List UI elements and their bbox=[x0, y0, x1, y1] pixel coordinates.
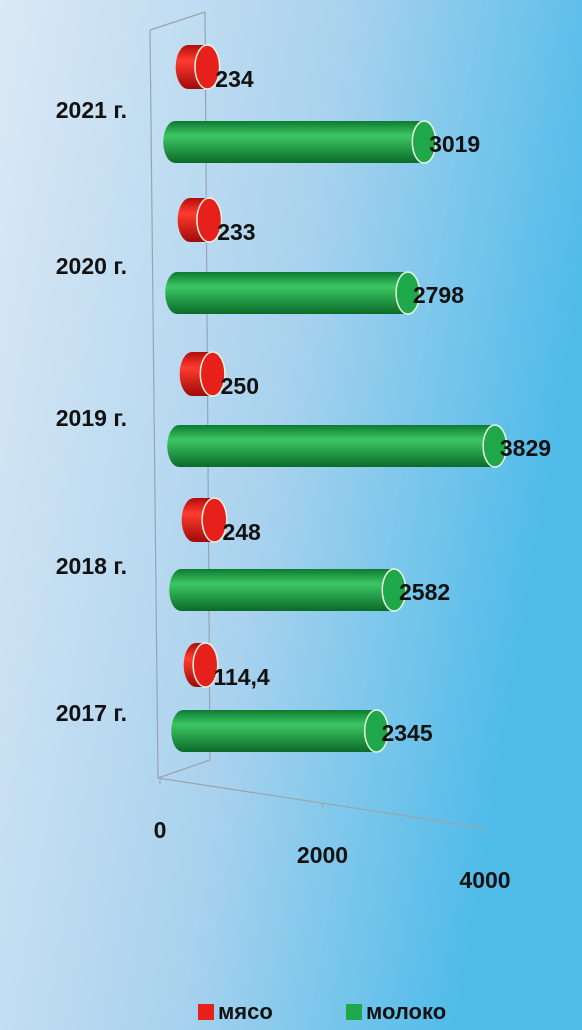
bar-cap bbox=[411, 120, 437, 164]
bar bbox=[167, 424, 508, 468]
bar-start bbox=[179, 352, 205, 396]
legend-swatch bbox=[346, 1004, 362, 1020]
bar bbox=[169, 568, 407, 612]
bar bbox=[163, 120, 437, 164]
category-label: 2019 г. bbox=[56, 405, 127, 431]
x-tick-label: 0 bbox=[154, 817, 167, 843]
category-label: 2021 г. bbox=[56, 97, 127, 123]
legend-label: молоко bbox=[366, 999, 446, 1024]
bar bbox=[171, 709, 389, 753]
value-label: 2582 bbox=[399, 579, 450, 605]
bar bbox=[177, 197, 223, 243]
value-label: 2798 bbox=[413, 282, 464, 308]
bar-cap bbox=[381, 568, 407, 612]
value-label: 3829 bbox=[500, 435, 551, 461]
bar-body bbox=[181, 569, 395, 611]
value-label: 248 bbox=[222, 519, 261, 545]
bar-cap bbox=[194, 44, 221, 90]
value-label: 2345 bbox=[381, 720, 432, 746]
x-tick-label: 4000 bbox=[459, 867, 510, 893]
bar-start bbox=[171, 710, 195, 752]
bar-start bbox=[175, 45, 201, 89]
value-label: 233 bbox=[217, 219, 255, 245]
bar-body bbox=[183, 710, 377, 752]
bar-body bbox=[177, 272, 408, 314]
bar-start bbox=[167, 425, 191, 467]
value-label: 3019 bbox=[429, 131, 480, 157]
bar bbox=[175, 44, 221, 90]
x-tick-label: 2000 bbox=[297, 842, 348, 868]
bar-cap bbox=[363, 709, 389, 753]
category-label: 2017 г. bbox=[56, 700, 127, 726]
bar-start bbox=[181, 498, 207, 542]
bar-body bbox=[179, 425, 495, 467]
bar-cap bbox=[196, 197, 223, 243]
bar bbox=[165, 271, 421, 315]
bar-start bbox=[177, 198, 203, 242]
value-label: 250 bbox=[221, 373, 259, 399]
bar-cap bbox=[192, 642, 219, 688]
bar-start bbox=[163, 121, 187, 163]
value-label: 234 bbox=[215, 66, 254, 92]
legend-swatch bbox=[198, 1004, 214, 1020]
value-label: 114,4 bbox=[213, 664, 269, 690]
bar-cap bbox=[201, 497, 228, 543]
bar-start bbox=[165, 272, 189, 314]
bar-start bbox=[169, 569, 193, 611]
bar bbox=[183, 642, 219, 688]
bar-body bbox=[175, 121, 425, 163]
category-label: 2018 г. bbox=[56, 553, 127, 579]
bar-cap bbox=[482, 424, 508, 468]
category-label: 2020 г. bbox=[56, 253, 127, 279]
bar-cap bbox=[395, 271, 421, 315]
bar bbox=[181, 497, 228, 543]
bar-cap bbox=[199, 351, 226, 397]
legend-label: мясо bbox=[218, 999, 273, 1024]
bar bbox=[179, 351, 226, 397]
